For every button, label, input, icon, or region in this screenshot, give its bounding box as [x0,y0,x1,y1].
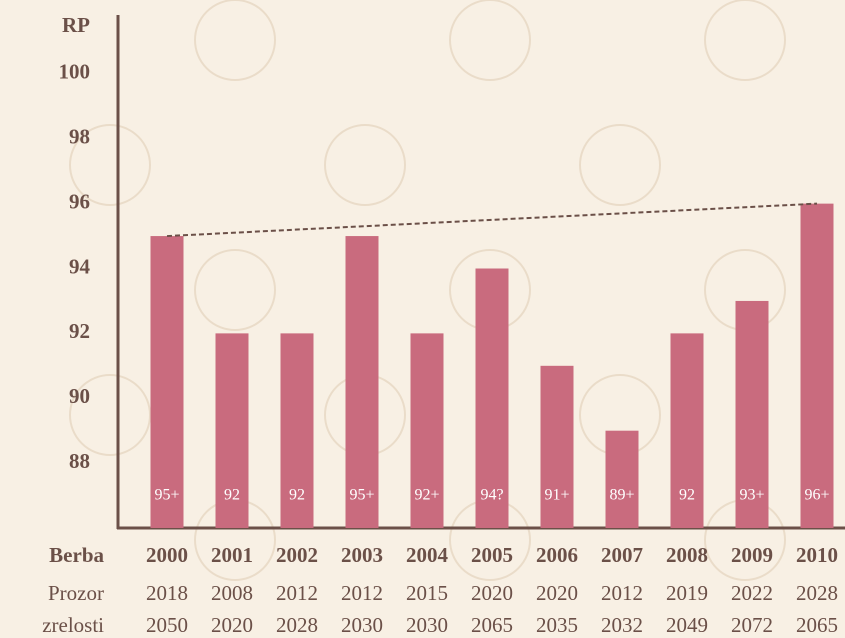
bar [801,204,834,528]
page: RP Berba Prozor zrelosti 88 90 92 94 96 98 100… [0,0,845,638]
window-from: 2012 [341,581,383,605]
trend-line [167,204,817,236]
window-to: 2065 [471,613,513,637]
window-from: 2018 [146,581,188,605]
y-tick-label: 94 [69,254,91,278]
bar [606,431,639,528]
x-tick-label: 2009 [731,543,773,567]
value-label: 94? [480,487,503,504]
window-from: 2019 [666,581,708,605]
x-tick-label: 2000 [146,543,188,567]
x-tick-label: 2005 [471,543,513,567]
window-label: zrelosti [42,613,104,637]
x-tick-label: 2007 [601,543,643,567]
window-to: 2065 [796,613,838,637]
value-label: 95+ [154,487,179,504]
window-to: 2028 [276,613,318,637]
window-to: 2030 [341,613,383,637]
window-from: 2020 [471,581,513,605]
window-from: 2020 [536,581,578,605]
x-tick-label: 2004 [406,543,449,567]
y-tick-label: 96 [69,189,90,213]
window-from: 2008 [211,581,253,605]
x-tick-label: 2001 [211,543,253,567]
bar [346,236,379,528]
window-to: 2030 [406,613,448,637]
value-label: 93+ [739,487,764,504]
window-from: 2028 [796,581,838,605]
window-to: 2050 [146,613,188,637]
chart: RP Berba Prozor zrelosti 88 90 92 94 96 98 100… [0,0,845,638]
x-axis-label: Berba [49,543,104,567]
window-from: 2015 [406,581,448,605]
x-tick-label: 2002 [276,543,318,567]
window-to: 2035 [536,613,578,637]
value-label: 91+ [544,487,569,504]
window-from: 2012 [601,581,643,605]
window-to: 2072 [731,613,773,637]
x-tick-label: 2010 [796,543,838,567]
value-label: 92+ [414,487,439,504]
window-label: Prozor [48,581,104,605]
window-from: 2012 [276,581,318,605]
window-to: 2032 [601,613,643,637]
y-tick-label: 88 [69,449,90,473]
x-tick-label: 2006 [536,543,578,567]
value-label: 89+ [609,487,634,504]
y-tick-label: 90 [69,384,90,408]
value-label: 92 [224,487,240,504]
x-tick-label: 2003 [341,543,383,567]
value-label: 95+ [349,487,374,504]
window-to: 2020 [211,613,253,637]
bar [541,366,574,528]
bar [151,236,184,528]
y-tick-label: 92 [69,319,90,343]
value-label: 92 [679,487,695,504]
y-axis-label: RP [62,13,90,37]
value-label: 92 [289,487,305,504]
x-tick-label: 2008 [666,543,708,567]
y-tick-label: 100 [59,60,91,84]
window-to: 2049 [666,613,708,637]
value-label: 96+ [804,487,829,504]
window-from: 2022 [731,581,773,605]
y-tick-label: 98 [69,125,90,149]
